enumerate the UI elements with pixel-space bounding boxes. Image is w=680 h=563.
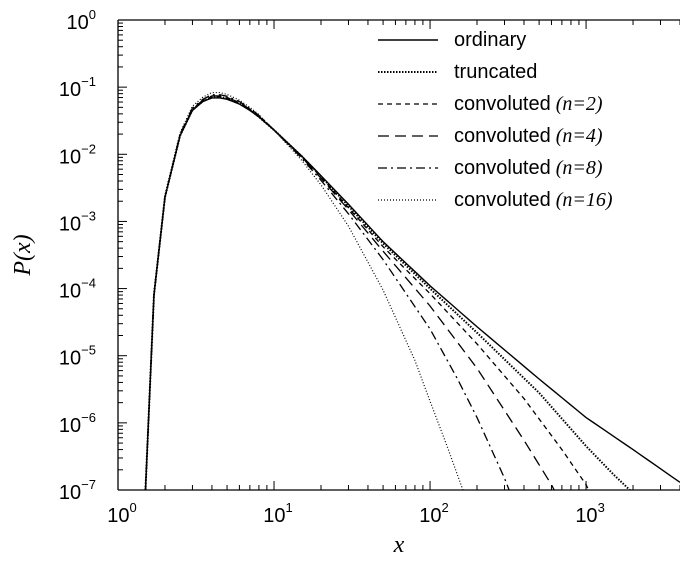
y-tick-label: 100 bbox=[67, 7, 96, 34]
x-tick-label: 103 bbox=[575, 500, 604, 527]
legend-label-4: convoluted (n=4) bbox=[454, 125, 603, 147]
legend-label-3: convoluted (n=2) bbox=[454, 93, 603, 115]
y-tick-label: 10−3 bbox=[59, 208, 96, 235]
series-line-6 bbox=[144, 91, 464, 490]
legend-label-1: ordinary bbox=[454, 29, 526, 51]
series-line-4 bbox=[144, 95, 555, 490]
y-tick-label: 10−4 bbox=[59, 276, 96, 303]
legend-label-5: convoluted (n=8) bbox=[454, 157, 603, 179]
axis-tick-labels: 100 101 102 103 100 10−1 10−2 10−3 10−4 10−5 10−6 1… bbox=[59, 7, 605, 527]
y-tick-label: 10−6 bbox=[59, 410, 96, 437]
y-tick-label: 10−5 bbox=[59, 343, 96, 370]
legend-label-2: truncated bbox=[454, 61, 537, 83]
y-tick-label: 10−2 bbox=[59, 141, 96, 168]
x-axis-title: x bbox=[393, 532, 405, 558]
legend: ordinary truncated convoluted (n=2) convolut… bbox=[378, 29, 613, 211]
x-tick-label: 100 bbox=[107, 500, 136, 527]
y-tick-label: 10−1 bbox=[59, 74, 96, 101]
legend-label-6: convoluted (n=16) bbox=[454, 189, 613, 211]
series-line-5 bbox=[144, 94, 510, 490]
x-tick-label: 101 bbox=[263, 500, 292, 527]
y-axis-title: P(x) bbox=[10, 234, 36, 276]
x-tick-label: 102 bbox=[419, 500, 448, 527]
axis-frame bbox=[117, 19, 680, 491]
axis-ticks bbox=[117, 19, 680, 491]
y-tick-label: 10−7 bbox=[59, 477, 96, 504]
plot-curves bbox=[144, 91, 680, 490]
